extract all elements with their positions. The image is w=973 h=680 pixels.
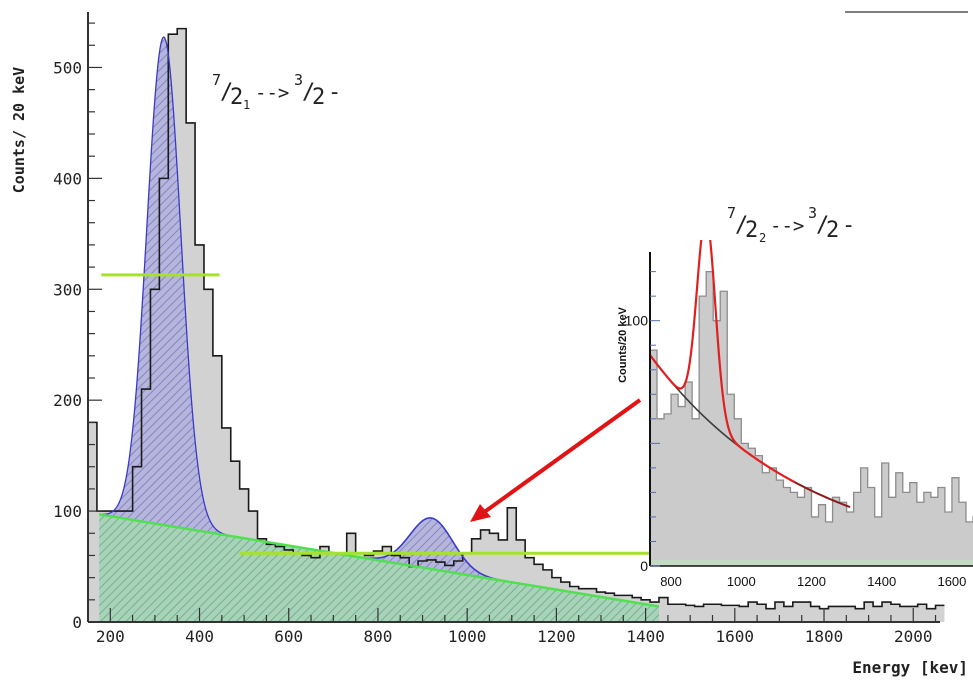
inset-x-tick-label: 1600 — [937, 574, 966, 589]
x-axis-label: Energy [kev] — [852, 658, 968, 677]
main-x-tick-label: 600 — [274, 627, 303, 646]
main-y-tick-label: 500 — [53, 58, 82, 77]
transition-1-slash2: / — [302, 80, 315, 105]
inset-x-tick-label: 1200 — [797, 574, 826, 589]
background-fit-line — [98, 513, 660, 608]
transition-1-state-index: 1 — [243, 98, 250, 112]
main-x-tick-label: 1800 — [805, 627, 844, 646]
transition-1-final-spin-num: 3 — [294, 71, 303, 89]
transition-2-state-index: 2 — [759, 231, 766, 245]
transition-2-final-spin-den: 2 — [826, 218, 839, 243]
peak2-hatch-fill — [360, 517, 508, 582]
transition-1-arrow: --> — [255, 82, 289, 104]
main-x-tick-label: 800 — [363, 627, 392, 646]
transition-label-1: 7 / 2 1 --> 3 / 2 - — [212, 71, 341, 112]
zoom-arrow — [470, 398, 642, 522]
peak2-gaussian-fit — [360, 517, 508, 583]
inset-x-tick-label: 1400 — [867, 574, 896, 589]
inset-peak-fit — [650, 240, 795, 483]
peak1-hatch-fill — [101, 37, 245, 539]
transition-1-initial-spin-num: 7 — [212, 71, 221, 89]
inset-x-tick-label: 1000 — [727, 574, 756, 589]
main-x-tick-label: 400 — [185, 627, 214, 646]
inset-axes: 0 100 800 1000 1200 1400 1600 — [625, 252, 973, 589]
inset-histogram-fill — [650, 271, 973, 566]
transition-2-final-spin-num: 3 — [808, 204, 817, 222]
y-axis-label: Counts/ 20 keV — [10, 67, 28, 193]
main-x-tick-label: 1000 — [448, 627, 487, 646]
transition-1-final-spin-den: 2 — [312, 85, 325, 110]
main-y-tick-label: 0 — [72, 613, 82, 632]
inset-y-tick-label: 100 — [625, 313, 649, 329]
inset-y-axis-label: Counts/20 keV — [617, 306, 629, 382]
inset-histogram-step — [650, 270, 973, 566]
inset-x-tick-label: 800 — [660, 574, 682, 589]
transition-1-initial-spin-den: 2 — [230, 85, 243, 110]
main-y-tick-label: 400 — [53, 169, 82, 188]
main-y-tick-label: 100 — [53, 502, 82, 521]
inset-y-tick-label: 0 — [640, 558, 648, 574]
transition-2-slash2: / — [816, 213, 829, 238]
peak1-gaussian-fit — [101, 36, 245, 539]
transition-2-parity: - — [842, 213, 855, 238]
transition-2-arrow: --> — [770, 215, 804, 237]
main-x-tick-label: 2000 — [894, 627, 933, 646]
raw-histogram-step — [87, 27, 945, 622]
inset-zoom-panel: 0 100 800 1000 1200 1400 1600 Counts/20 keV 7 … — [617, 204, 973, 589]
main-x-tick-label: 1600 — [716, 627, 755, 646]
main-y-tick-label: 300 — [53, 280, 82, 299]
main-y-tick-label: 200 — [53, 391, 82, 410]
transition-label-2: 7 / 2 2 --> 3 / 2 - — [727, 204, 855, 245]
background-hatch-fill — [99, 514, 659, 622]
transition-2-initial-spin-num: 7 — [727, 204, 736, 222]
main-x-tick-label: 1400 — [626, 627, 665, 646]
transition-1-parity: - — [328, 80, 341, 105]
main-x-tick-label: 200 — [96, 627, 125, 646]
transition-1-slash: / — [220, 80, 233, 105]
main-x-tick-label: 1200 — [537, 627, 576, 646]
transition-2-slash: / — [735, 213, 748, 238]
inset-tail-fit — [793, 480, 851, 509]
transition-2-initial-spin-den: 2 — [745, 218, 758, 243]
